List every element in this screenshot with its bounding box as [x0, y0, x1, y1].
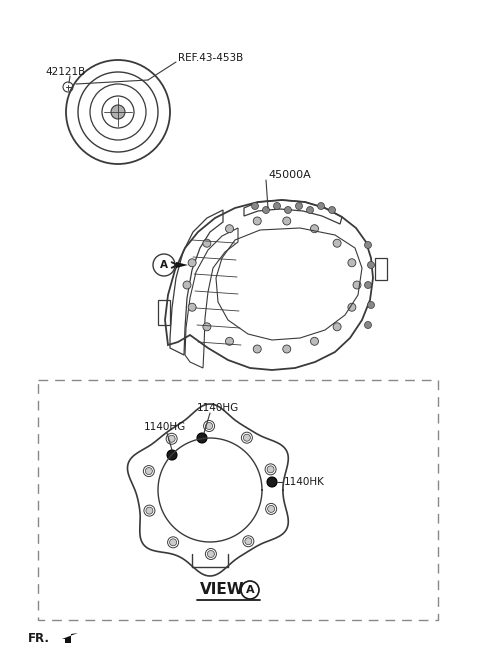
Circle shape: [333, 323, 341, 331]
Circle shape: [169, 539, 177, 546]
Text: A: A: [246, 585, 254, 595]
Circle shape: [226, 337, 233, 345]
Circle shape: [205, 422, 213, 430]
Bar: [375, 258, 387, 280]
Circle shape: [267, 477, 277, 487]
Text: REF.43-453B: REF.43-453B: [178, 53, 243, 63]
Circle shape: [364, 281, 372, 289]
Bar: [158, 300, 170, 325]
Circle shape: [183, 281, 191, 289]
Text: 1140HG: 1140HG: [144, 422, 186, 432]
Circle shape: [317, 203, 324, 209]
Circle shape: [267, 466, 274, 473]
Circle shape: [245, 538, 252, 544]
Text: 1140HK: 1140HK: [284, 477, 325, 487]
Circle shape: [333, 239, 341, 247]
Circle shape: [311, 225, 319, 233]
Bar: [38, 380, 438, 620]
Circle shape: [353, 281, 361, 289]
Circle shape: [307, 207, 313, 213]
Circle shape: [283, 345, 291, 353]
Circle shape: [145, 468, 152, 474]
Circle shape: [348, 258, 356, 267]
Circle shape: [368, 262, 374, 268]
Circle shape: [243, 434, 251, 441]
Circle shape: [348, 303, 356, 311]
Circle shape: [311, 337, 319, 345]
Circle shape: [364, 241, 372, 249]
Circle shape: [252, 203, 259, 209]
Circle shape: [111, 105, 125, 119]
Polygon shape: [176, 262, 188, 268]
Circle shape: [197, 433, 207, 443]
Circle shape: [364, 321, 372, 329]
Polygon shape: [62, 633, 78, 643]
Text: FR.: FR.: [28, 632, 50, 644]
Circle shape: [328, 207, 336, 213]
Text: 45000A: 45000A: [268, 170, 311, 180]
Circle shape: [368, 302, 374, 308]
Circle shape: [203, 239, 211, 247]
Text: A: A: [160, 260, 168, 270]
Text: VIEW: VIEW: [200, 583, 244, 598]
Circle shape: [188, 303, 196, 311]
Circle shape: [274, 203, 280, 209]
Circle shape: [268, 505, 275, 512]
Circle shape: [263, 207, 269, 213]
Circle shape: [296, 203, 302, 209]
Circle shape: [285, 207, 291, 213]
Circle shape: [253, 345, 261, 353]
Circle shape: [168, 436, 175, 442]
Circle shape: [188, 258, 196, 267]
Text: 42121B: 42121B: [45, 67, 85, 77]
Circle shape: [146, 507, 153, 514]
Circle shape: [167, 450, 177, 460]
Circle shape: [207, 550, 215, 558]
Circle shape: [203, 323, 211, 331]
Text: 1140HG: 1140HG: [197, 403, 239, 413]
Circle shape: [253, 217, 261, 225]
Circle shape: [226, 225, 233, 233]
Circle shape: [283, 217, 291, 225]
